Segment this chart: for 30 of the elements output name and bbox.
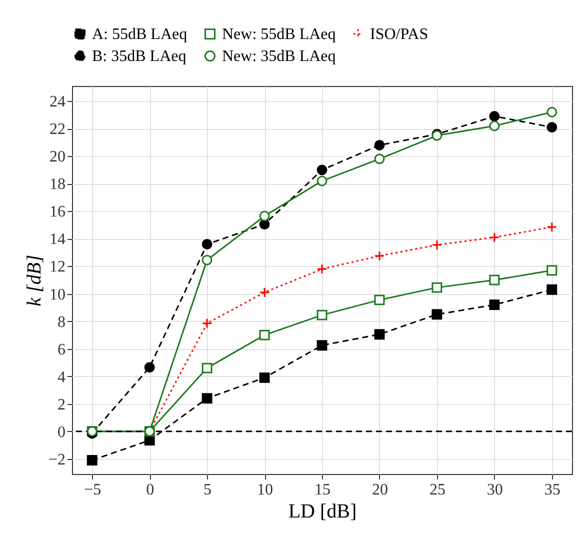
- y-tick-label: 8: [58, 314, 66, 331]
- y-tick-label: 18: [50, 176, 66, 194]
- x-tick-label: 5: [204, 482, 212, 498]
- x-tick-label: −5: [84, 482, 102, 498]
- y-tick-label: 16: [50, 204, 66, 221]
- x-tick-label: 35: [544, 482, 560, 498]
- y-tick-label: 6: [58, 341, 66, 358]
- x-tick-label: 20: [372, 482, 388, 498]
- y-tick-label: −2: [48, 451, 66, 468]
- x-tick-label: 15: [314, 482, 330, 498]
- x-tick-label: 10: [257, 482, 274, 498]
- x-tick-label: 0: [146, 482, 154, 498]
- legend-label: New: 35dB LAeq: [222, 48, 336, 65]
- x-tick-label: 25: [429, 482, 446, 498]
- legend-label: B: 35dB LAeq: [92, 48, 186, 65]
- y-tick-label: 2: [58, 396, 66, 414]
- legend-label: A: 55dB LAeq: [92, 26, 188, 43]
- legend-label: ISO/PAS: [370, 26, 428, 43]
- x-axis-title: LD [dB]: [288, 500, 357, 522]
- y-tick-label: 14: [50, 231, 66, 248]
- y-tick-label: 12: [50, 258, 66, 276]
- y-axis-title: k [dB]: [23, 254, 46, 306]
- y-tick-label: 24: [50, 94, 66, 111]
- y-tick-label: 10: [50, 286, 66, 304]
- x-tick-label: 30: [486, 482, 503, 498]
- y-tick-label: 0: [58, 424, 66, 441]
- y-tick-label: 20: [50, 148, 66, 166]
- y-tick-label: 22: [50, 121, 66, 138]
- legend-label: New: 55dB LAeq: [222, 26, 336, 43]
- y-tick-label: 4: [58, 368, 66, 386]
